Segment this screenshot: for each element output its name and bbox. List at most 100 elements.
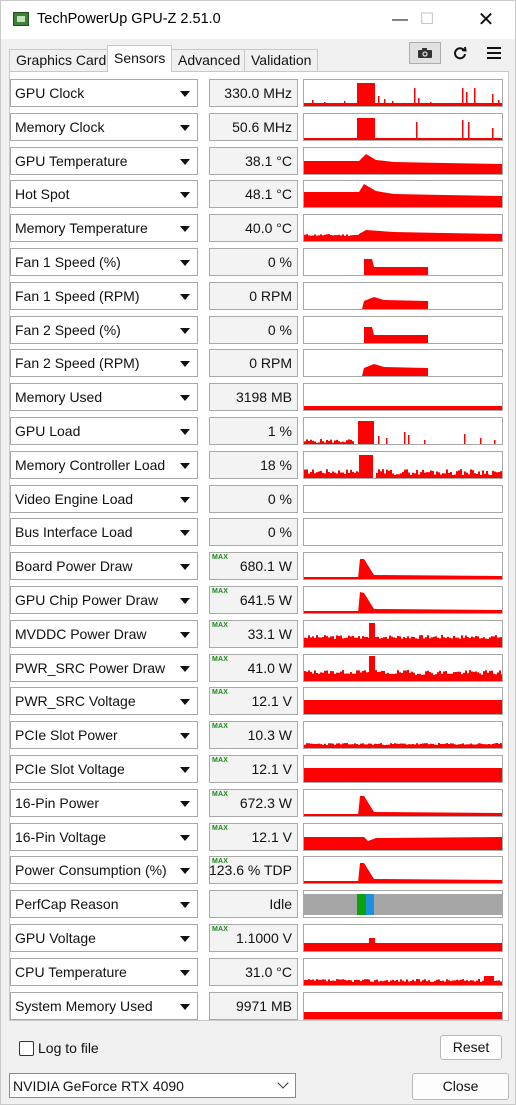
sensor-name-dropdown[interactable]: PCIe Slot Power — [10, 721, 198, 749]
max-indicator: MAX — [212, 588, 229, 595]
menu-button[interactable] — [479, 41, 509, 65]
sensor-name-dropdown[interactable]: 16-Pin Power — [10, 789, 198, 817]
camera-icon — [418, 48, 432, 58]
sensor-name-dropdown[interactable]: Power Consumption (%) — [10, 856, 198, 884]
sensor-graph[interactable] — [303, 755, 503, 783]
sensor-graph[interactable] — [303, 654, 503, 682]
window-title: TechPowerUp GPU-Z 2.51.0 — [37, 11, 221, 27]
sensor-graph[interactable] — [303, 282, 503, 310]
sensor-graph[interactable] — [303, 992, 503, 1020]
dropdown-arrow-icon — [180, 497, 190, 503]
sensor-graph[interactable] — [303, 79, 503, 107]
gpu-select[interactable]: NVIDIA GeForce RTX 4090 — [9, 1073, 296, 1098]
close-window-button[interactable]: ✕ — [477, 9, 495, 31]
tab-graphics-card[interactable]: Graphics Card — [9, 49, 114, 71]
screenshot-button[interactable] — [409, 42, 441, 64]
sensor-name-dropdown[interactable]: GPU Temperature — [10, 147, 198, 175]
sensor-graph-plot — [304, 230, 502, 241]
sensor-name-dropdown[interactable]: GPU Clock — [10, 79, 198, 107]
sensor-row-fan-1-speed: Fan 1 Speed (%) 0 % — [10, 248, 503, 276]
sensor-graph[interactable] — [303, 586, 503, 614]
refresh-button[interactable] — [445, 41, 475, 65]
sensor-graph[interactable] — [303, 687, 503, 715]
log-to-file-label: Log to file — [38, 1040, 99, 1056]
sensor-name-dropdown[interactable]: GPU Chip Power Draw — [10, 586, 198, 614]
close-button[interactable]: Close — [412, 1073, 509, 1100]
sensor-graph[interactable] — [303, 214, 503, 242]
sensor-graph[interactable] — [303, 789, 503, 817]
sensor-name-dropdown[interactable]: Memory Clock — [10, 113, 198, 141]
tab-advanced[interactable]: Advanced — [171, 49, 248, 71]
sensor-name: CPU Temperature — [15, 964, 127, 980]
sensor-graph[interactable] — [303, 552, 503, 580]
sensor-graph-plot — [304, 406, 502, 410]
sensor-name-dropdown[interactable]: 16-Pin Voltage — [10, 823, 198, 851]
sensor-name: PerfCap Reason — [15, 896, 119, 912]
sensor-name-dropdown[interactable]: Bus Interface Load — [10, 518, 198, 546]
sensor-name-dropdown[interactable]: Fan 2 Speed (RPM) — [10, 349, 198, 377]
sensor-name-dropdown[interactable]: Fan 1 Speed (RPM) — [10, 282, 198, 310]
sensor-name-dropdown[interactable]: Hot Spot — [10, 180, 198, 208]
sensor-graph-plot — [304, 1012, 502, 1019]
tab-sensors[interactable]: Sensors — [107, 45, 173, 72]
sensor-value-box: 0 % — [209, 248, 298, 276]
sensor-graph[interactable] — [303, 958, 503, 986]
sensor-graph[interactable] — [303, 417, 503, 445]
sensor-name-dropdown[interactable]: Fan 2 Speed (%) — [10, 316, 198, 344]
sensor-graph[interactable] — [303, 620, 503, 648]
sensor-name-dropdown[interactable]: PWR_SRC Voltage — [10, 687, 198, 715]
sensor-graph[interactable] — [303, 147, 503, 175]
sensor-name: Fan 2 Speed (%) — [15, 322, 121, 338]
log-to-file-checkbox[interactable] — [19, 1041, 34, 1056]
tab-validation[interactable]: Validation — [244, 49, 319, 71]
sensor-graph[interactable] — [303, 180, 503, 208]
sensor-name-dropdown[interactable]: CPU Temperature — [10, 958, 198, 986]
sensor-graph[interactable] — [303, 823, 503, 851]
dropdown-arrow-icon — [180, 733, 190, 739]
sensor-name-dropdown[interactable]: Board Power Draw — [10, 552, 198, 580]
sensor-name-dropdown[interactable]: Memory Used — [10, 383, 198, 411]
sensor-name: Memory Used — [15, 389, 103, 405]
sensor-name-dropdown[interactable]: GPU Voltage — [10, 924, 198, 952]
sensor-value: 31.0 °C — [245, 964, 292, 980]
sensor-name-dropdown[interactable]: System Memory Used — [10, 992, 198, 1020]
sensor-graph[interactable] — [303, 349, 503, 377]
sensor-graph[interactable] — [303, 113, 503, 141]
sensor-graph[interactable] — [303, 924, 503, 952]
sensor-graph[interactable] — [303, 856, 503, 884]
sensor-row-gpu-chip-power-draw: GPU Chip Power Draw MAX 641.5 W — [10, 586, 503, 614]
sensor-row-pcie-slot-power: PCIe Slot Power MAX 10.3 W — [10, 721, 503, 749]
sensor-name-dropdown[interactable]: Fan 1 Speed (%) — [10, 248, 198, 276]
sensor-name: 16-Pin Power — [15, 795, 100, 811]
sensor-name-dropdown[interactable]: PWR_SRC Power Draw — [10, 654, 198, 682]
sensor-graph[interactable] — [303, 518, 503, 546]
sensor-graph[interactable] — [303, 721, 503, 749]
reset-button[interactable]: Reset — [440, 1035, 502, 1060]
sensor-name: Power Consumption (%) — [15, 862, 167, 878]
sensor-graph[interactable] — [303, 383, 503, 411]
max-indicator: MAX — [212, 791, 229, 798]
sensor-name-dropdown[interactable]: PCIe Slot Voltage — [10, 755, 198, 783]
sensor-graph[interactable] — [303, 890, 503, 918]
sensor-name: PWR_SRC Power Draw — [15, 660, 166, 676]
dropdown-arrow-icon — [180, 125, 190, 131]
sensor-name-dropdown[interactable]: MVDDC Power Draw — [10, 620, 198, 648]
dropdown-arrow-icon — [180, 801, 190, 807]
sensor-name-dropdown[interactable]: GPU Load — [10, 417, 198, 445]
sensor-graph[interactable] — [303, 451, 503, 479]
minimize-button[interactable]: — — [392, 11, 408, 28]
maximize-button[interactable]: ☐ — [419, 11, 435, 28]
sensor-graph[interactable] — [303, 248, 503, 276]
dropdown-arrow-icon — [180, 1004, 190, 1010]
max-indicator: MAX — [212, 723, 229, 730]
sensor-graph[interactable] — [303, 485, 503, 513]
sensor-graph-plot — [304, 894, 502, 915]
sensor-graph[interactable] — [303, 316, 503, 344]
sensor-name-dropdown[interactable]: Memory Temperature — [10, 214, 198, 242]
sensor-name-dropdown[interactable]: Video Engine Load — [10, 485, 198, 513]
sensor-value-box: MAX 123.6 % TDP — [209, 856, 298, 884]
max-indicator: MAX — [212, 825, 229, 832]
sensor-name-dropdown[interactable]: PerfCap Reason — [10, 890, 198, 918]
sensor-name-dropdown[interactable]: Memory Controller Load — [10, 451, 198, 479]
